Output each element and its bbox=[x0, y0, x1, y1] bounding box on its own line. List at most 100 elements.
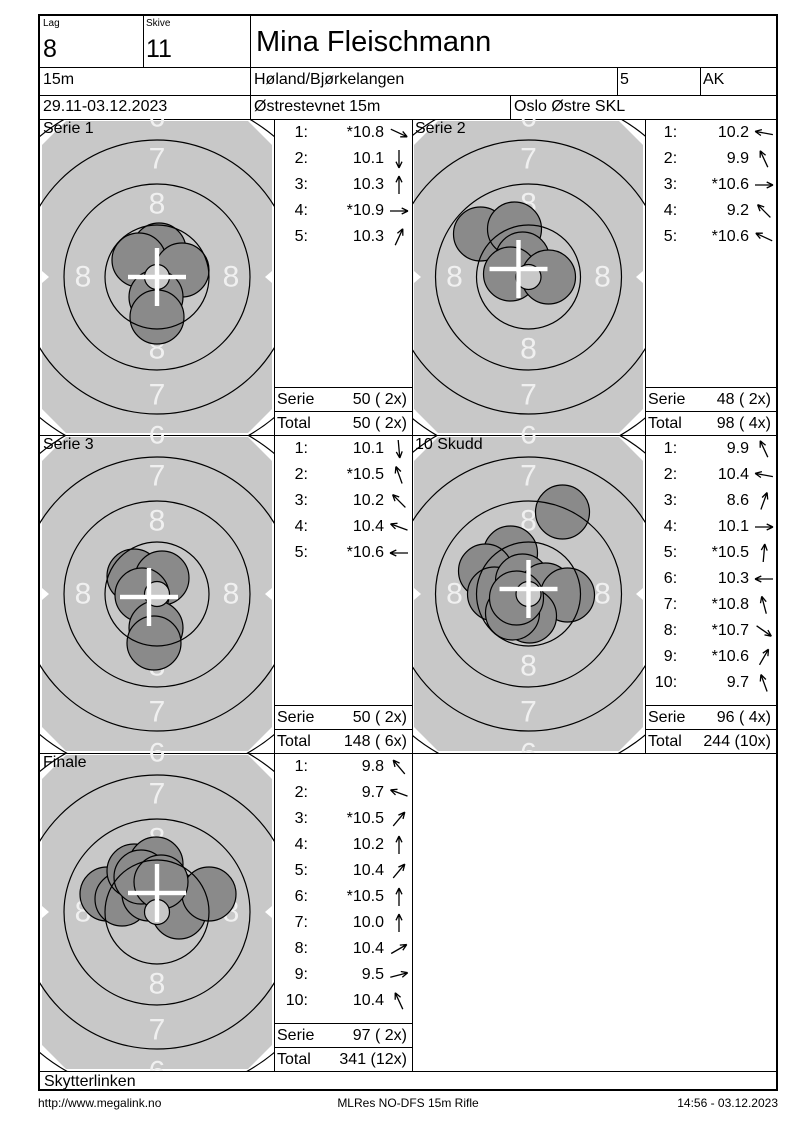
ring-number: 7 bbox=[149, 696, 166, 729]
ring-number: 8 bbox=[149, 505, 166, 538]
shot-value: 9.9 bbox=[726, 440, 749, 457]
edge-marker bbox=[636, 588, 643, 600]
shot-number: 6: bbox=[294, 888, 308, 905]
shot-value: 9.5 bbox=[361, 966, 384, 983]
shot-number: 3: bbox=[663, 176, 678, 193]
shot-value: 10.4 bbox=[352, 518, 384, 535]
shot-direction-arrow bbox=[387, 437, 411, 461]
event-cell: Østrestevnet 15m bbox=[254, 98, 381, 115]
shot-number: 8: bbox=[663, 622, 678, 639]
ring-number: 8 bbox=[446, 261, 463, 294]
shot-number: 2: bbox=[294, 150, 308, 167]
target-ring bbox=[434, 500, 623, 688]
ring-number: 7 bbox=[520, 460, 537, 493]
shot-value: *10.5 bbox=[346, 888, 384, 905]
shot-direction-arrow bbox=[752, 567, 776, 591]
divider bbox=[645, 119, 646, 753]
total-score-label: Total bbox=[277, 733, 311, 750]
mean-point-cross bbox=[526, 560, 531, 618]
shot-value: 9.2 bbox=[726, 202, 749, 219]
target-ring bbox=[104, 541, 210, 647]
shot-number: 10: bbox=[654, 674, 678, 691]
shot-value: *10.7 bbox=[711, 622, 749, 639]
shot-row: 8: *10.7 bbox=[645, 618, 776, 644]
shot-row: 3: 10.3 bbox=[274, 172, 412, 198]
shot-number: 5: bbox=[294, 862, 308, 879]
shot-value: 10.2 bbox=[717, 124, 749, 141]
shot-number: 2: bbox=[663, 466, 678, 483]
shot-row: 10: 10.4 bbox=[274, 988, 412, 1014]
footer-program: MLRes NO-DFS 15m Rifle bbox=[337, 1096, 479, 1110]
divider bbox=[617, 67, 618, 95]
serie-score-value: 96 ( 4x) bbox=[716, 709, 771, 726]
panel-title: Serie 2 bbox=[415, 120, 466, 137]
shot-row: 3: *10.6 bbox=[645, 172, 776, 198]
shot-row: 9: 9.5 bbox=[274, 962, 412, 988]
shot-row: 1: 9.9 bbox=[645, 436, 776, 462]
serie-score: Serie 50 ( 2x) bbox=[274, 705, 412, 729]
total-score-label: Total bbox=[277, 1051, 311, 1068]
shot-value: 10.3 bbox=[352, 176, 384, 193]
target-diagram: 88887766 bbox=[412, 435, 645, 753]
shot-direction-arrow bbox=[387, 937, 411, 961]
banner-text: Skytterlinken bbox=[44, 1073, 136, 1090]
shot-value: *10.9 bbox=[346, 202, 384, 219]
serie-score-label: Serie bbox=[277, 391, 315, 408]
shot-number: 3: bbox=[294, 492, 308, 509]
panel-title: 10 Skudd bbox=[415, 436, 483, 453]
target-ring bbox=[475, 541, 582, 647]
serie-score: Serie 97 ( 2x) bbox=[274, 1023, 412, 1047]
shot-number: 7: bbox=[663, 596, 678, 613]
shot-value: 10.2 bbox=[352, 492, 384, 509]
target-ring bbox=[40, 456, 274, 732]
shot-direction-arrow bbox=[752, 225, 776, 249]
shot-direction-arrow bbox=[387, 781, 411, 805]
total-score-value: 148 ( 6x) bbox=[343, 733, 407, 750]
divider bbox=[40, 67, 776, 68]
shot-row: 3: *10.5 bbox=[274, 806, 412, 832]
shot-direction-arrow bbox=[752, 593, 776, 617]
ring-number: 8 bbox=[446, 578, 463, 611]
divider bbox=[510, 95, 511, 119]
shot-number: 3: bbox=[294, 810, 308, 827]
shot-direction-arrow bbox=[752, 121, 776, 145]
shot-row: 5: *10.5 bbox=[645, 540, 776, 566]
panel-title: Serie 1 bbox=[43, 120, 94, 137]
shot-number: 3: bbox=[294, 176, 308, 193]
shot-direction-arrow bbox=[752, 463, 776, 487]
shot-row: 10: 9.7 bbox=[645, 670, 776, 696]
shot-direction-arrow bbox=[387, 911, 411, 935]
target-ring bbox=[412, 456, 645, 732]
divider bbox=[274, 119, 275, 1071]
shot-value: *10.5 bbox=[711, 544, 749, 561]
total-score-value: 98 ( 4x) bbox=[716, 415, 771, 432]
target-diagram: 88887766 bbox=[412, 119, 645, 435]
shot-direction-arrow bbox=[387, 515, 411, 539]
target-ring bbox=[412, 139, 645, 415]
shot-row: 7: *10.8 bbox=[645, 592, 776, 618]
report-sheet: Lag 8 Skive 11 Mina Fleischmann 15m Høla… bbox=[38, 14, 778, 1091]
serie-score: Serie 50 ( 2x) bbox=[274, 387, 412, 411]
ring-number: 6 bbox=[520, 119, 537, 134]
ring-number: 8 bbox=[75, 578, 92, 611]
shot-direction-arrow bbox=[752, 515, 776, 539]
shot-value: 9.8 bbox=[361, 758, 384, 775]
shot-direction-arrow bbox=[752, 645, 776, 669]
shot-direction-arrow bbox=[387, 147, 411, 171]
shot-row: 6: *10.5 bbox=[274, 884, 412, 910]
serie-score-value: 50 ( 2x) bbox=[352, 709, 407, 726]
target-ring bbox=[40, 139, 274, 415]
shot-row: 4: 10.1 bbox=[645, 514, 776, 540]
target-ring bbox=[63, 818, 251, 1006]
shot-number: 4: bbox=[663, 202, 678, 219]
total-score: Total 148 ( 6x) bbox=[274, 729, 412, 753]
shot-number: 4: bbox=[294, 836, 308, 853]
skive-label: Skive bbox=[146, 18, 171, 29]
total-score-label: Total bbox=[277, 415, 311, 432]
shot-row: 1: *10.8 bbox=[274, 120, 412, 146]
shot-row: 2: 10.1 bbox=[274, 146, 412, 172]
mean-point-cross bbox=[154, 864, 160, 922]
shot-value: 10.1 bbox=[352, 440, 384, 457]
serie-score-value: 50 ( 2x) bbox=[352, 391, 407, 408]
